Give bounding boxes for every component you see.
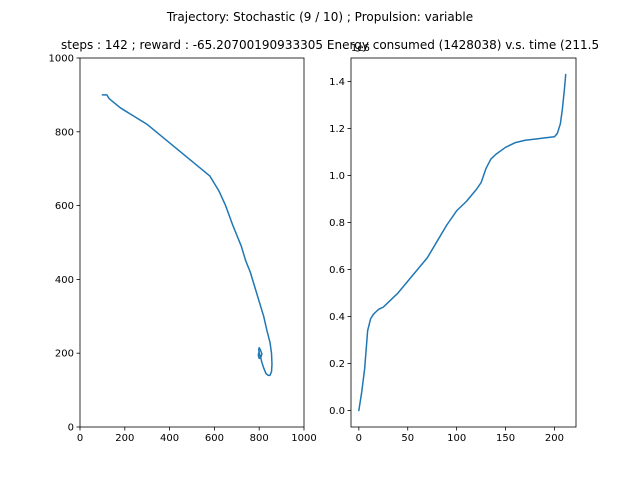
energy-x-tick-label: 200 [545, 433, 564, 444]
energy-y-tick-label: 0.2 [329, 359, 345, 370]
energy-title: Energy consumed (1428038) v.s. time (211… [327, 38, 599, 52]
figure-suptitle: Trajectory: Stochastic (9 / 10) ; Propul… [166, 10, 473, 24]
energy-y-tick-label: 1.4 [329, 77, 345, 88]
trajectory-y-tick-label: 200 [55, 349, 74, 360]
trajectory-axes: steps : 142 ; reward : -65.2070019093330… [49, 38, 323, 444]
energy-y-tick-label: 1.0 [329, 171, 345, 182]
trajectory-x-tick-label: 1000 [291, 433, 316, 444]
trajectory-x-tick-label: 800 [250, 433, 269, 444]
trajectory-y-tick-label: 600 [55, 201, 74, 212]
trajectory-plot-frame [79, 57, 305, 428]
trajectory-x-tick-label: 600 [205, 433, 224, 444]
energy-axes: 1e6 Energy consumed (1428038) v.s. time … [327, 38, 599, 444]
energy-x-tick-label: 100 [447, 433, 466, 444]
trajectory-y-tick-label: 0 [68, 423, 74, 434]
trajectory-y-tick-label: 400 [55, 275, 74, 286]
energy-y-tick-label: 0.0 [329, 406, 345, 417]
trajectory-title: steps : 142 ; reward : -65.2070019093330… [61, 38, 323, 52]
trajectory-y-tick-label: 1000 [49, 54, 74, 65]
energy-offset-text: 1e6 [351, 43, 370, 54]
energy-y-tick-label: 0.6 [329, 265, 345, 276]
energy-plot-frame [350, 57, 577, 428]
trajectory-x-tick-label: 0 [77, 433, 83, 444]
energy-x-tick-label: 150 [496, 433, 515, 444]
energy-x-tick-label: 50 [401, 433, 414, 444]
trajectory-x-tick-label: 200 [115, 433, 134, 444]
energy-series-line [358, 73, 567, 412]
trajectory-series-line [101, 94, 273, 377]
trajectory-y-tick-label: 800 [55, 127, 74, 138]
energy-y-tick-label: 1.2 [329, 124, 345, 135]
energy-x-tick-label: 0 [356, 433, 362, 444]
trajectory-x-tick-label: 400 [160, 433, 179, 444]
energy-y-tick-label: 0.8 [329, 218, 345, 229]
energy-y-tick-label: 0.4 [329, 312, 345, 323]
